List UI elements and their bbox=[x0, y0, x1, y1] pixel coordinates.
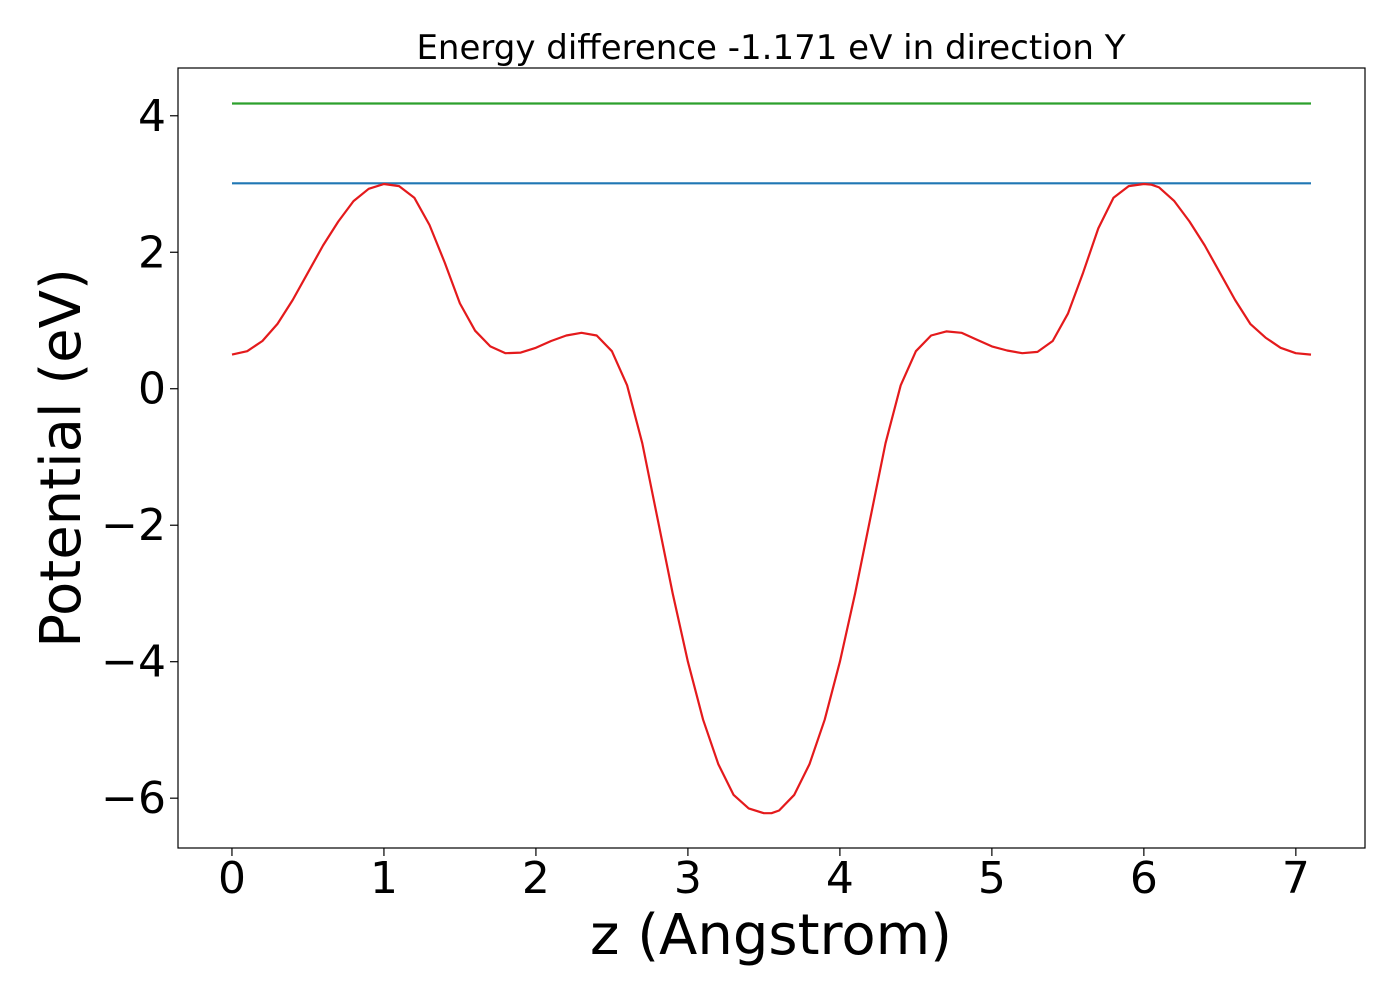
y-tick-label: 2 bbox=[138, 227, 166, 278]
y-tick-label: 4 bbox=[138, 91, 166, 142]
x-axis-label: z (Angstrom) bbox=[590, 903, 952, 968]
y-tick-label: −6 bbox=[101, 773, 166, 824]
x-tick-label: 2 bbox=[522, 853, 550, 904]
x-tick-label: 7 bbox=[1282, 853, 1310, 904]
x-tick-label: 1 bbox=[370, 853, 398, 904]
x-tick-label: 4 bbox=[826, 853, 854, 904]
x-tick-label: 5 bbox=[978, 853, 1006, 904]
y-tick-label: −4 bbox=[101, 637, 166, 688]
x-tick-label: 0 bbox=[218, 853, 246, 904]
plot-frame bbox=[177, 67, 1366, 849]
x-axis: 0 1 2 3 4 5 6 7 bbox=[218, 848, 1310, 904]
y-tick-label: −2 bbox=[101, 500, 166, 551]
y-axis: 4 2 0 −2 −4 −6 bbox=[101, 91, 178, 824]
series-layer bbox=[231, 102, 1312, 815]
chart-title: Energy difference -1.171 eV in direction… bbox=[416, 28, 1125, 68]
series-line-2 bbox=[231, 182, 1312, 815]
x-tick-label: 6 bbox=[1130, 853, 1158, 904]
x-tick-label: 3 bbox=[674, 853, 702, 904]
y-axis-label: Potential (eV) bbox=[29, 268, 94, 648]
y-tick-label: 0 bbox=[138, 364, 166, 415]
